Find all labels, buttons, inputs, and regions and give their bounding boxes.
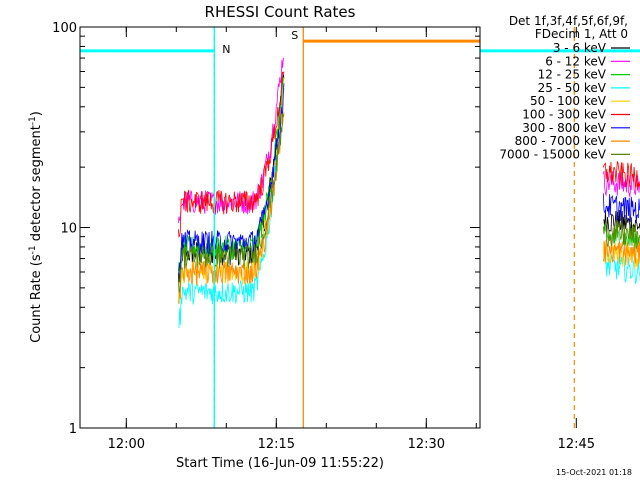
- legend-label: 12 - 25 keV: [538, 68, 607, 82]
- legend-header-line-1: Det 1f,3f,4f,5f,6f,9f,: [509, 14, 628, 28]
- y-axis-label-main: Count Rate (s: [29, 254, 44, 343]
- legend-label: 800 - 7000 keV: [515, 134, 607, 148]
- legend-label: 25 - 50 keV: [538, 81, 607, 95]
- y-tick-label: 1: [69, 422, 77, 437]
- y-tick-label: 10: [60, 222, 77, 237]
- footer-timestamp: 15-Oct-2021 01:18: [556, 468, 632, 477]
- series-line-pre: [177, 71, 285, 238]
- y-tick-label: 100: [52, 21, 77, 36]
- legend-label: 7000 - 15000 keV: [499, 147, 606, 161]
- legend-header-line-2: FDecim 1, Att 0: [535, 27, 628, 41]
- y-axis-label-exp1: -1: [28, 245, 38, 254]
- legend-label: 100 - 300 keV: [522, 108, 606, 122]
- legend-label: 50 - 100 keV: [530, 94, 607, 108]
- y-axis-label-end: ): [29, 111, 44, 116]
- x-tick-label: 12:00: [108, 437, 145, 452]
- series-line-pre: [178, 88, 285, 328]
- legend-label: 6 - 12 keV: [545, 54, 607, 68]
- y-axis-ticks: 1 10 100: [52, 21, 480, 437]
- legend-label: 300 - 800 keV: [522, 121, 606, 135]
- flag-label: N: [222, 43, 230, 56]
- flag-label: S: [291, 29, 298, 42]
- series-line-pre: [177, 83, 285, 276]
- legend: Det 1f,3f,4f,5f,6f,9f, FDecim 1, Att 0 3…: [499, 14, 630, 161]
- plot-lines: [177, 57, 640, 328]
- chart-title: RHESSI Count Rates: [205, 3, 356, 21]
- y-axis-label-exp2: -1: [28, 116, 38, 125]
- x-tick-label: 12:15: [258, 437, 295, 452]
- legend-label: 3 - 6 keV: [553, 41, 607, 55]
- y-axis-label: Count Rate (s-1 detector segment-1): [28, 111, 44, 343]
- flags-layer: NS: [80, 27, 640, 428]
- x-tick-label: 12:30: [408, 437, 445, 452]
- x-tick-label: 12:45: [558, 437, 595, 452]
- series-line-pre: [177, 112, 285, 294]
- x-axis-label: Start Time (16-Jun-09 11:55:22): [176, 456, 384, 471]
- y-axis-label-mid: detector segment: [29, 125, 44, 245]
